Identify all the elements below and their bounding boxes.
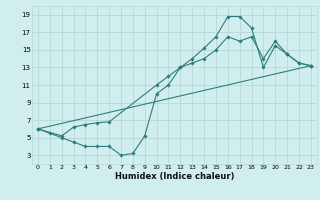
X-axis label: Humidex (Indice chaleur): Humidex (Indice chaleur): [115, 172, 234, 181]
